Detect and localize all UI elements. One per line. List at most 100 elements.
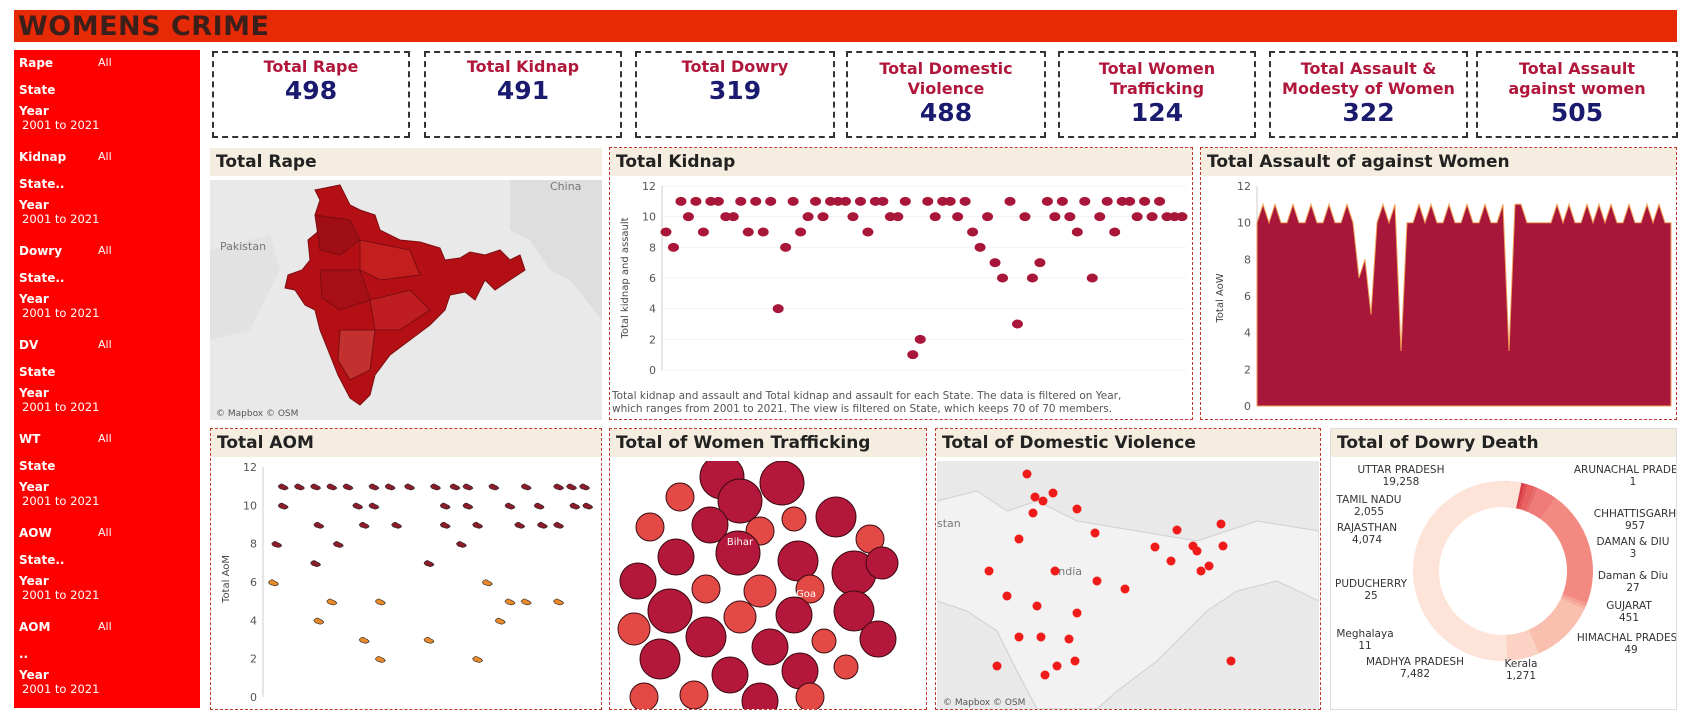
kidnap-point[interactable] — [787, 196, 799, 206]
kidnap-point[interactable] — [1086, 273, 1098, 283]
aom-mark[interactable] — [579, 483, 590, 491]
kidnap-point[interactable] — [1049, 212, 1061, 222]
kidnap-point[interactable] — [877, 196, 889, 206]
dowry-slice[interactable] — [1560, 596, 1586, 610]
aom-mark[interactable] — [404, 483, 415, 491]
dv-point[interactable] — [1014, 632, 1024, 642]
filter-year[interactable]: Year — [19, 480, 49, 494]
dv-point[interactable] — [1120, 584, 1130, 594]
kidnap-point[interactable] — [847, 212, 859, 222]
wt-bubble[interactable] — [617, 612, 651, 646]
kidnap-point[interactable] — [967, 227, 979, 237]
aom-mark[interactable] — [375, 598, 386, 606]
aom-mark[interactable] — [533, 502, 545, 510]
kidnap-point[interactable] — [952, 212, 964, 222]
kidnap-chart[interactable]: 0 2 4 6 8 10 12 Total kidnap and assault — [610, 178, 1190, 388]
kidnap-point[interactable] — [1124, 196, 1136, 206]
kidnap-point[interactable] — [892, 212, 904, 222]
wt-bubble[interactable] — [865, 546, 899, 580]
kidnap-point[interactable] — [817, 212, 829, 222]
wt-bubble[interactable] — [723, 600, 757, 634]
kidnap-point[interactable] — [1079, 196, 1091, 206]
kidnap-point[interactable] — [1004, 196, 1016, 206]
aom-mark[interactable] — [514, 521, 526, 529]
filter-year[interactable]: Year — [19, 668, 49, 682]
kidnap-point[interactable] — [660, 227, 672, 237]
kidnap-point[interactable] — [750, 196, 762, 206]
dv-point[interactable] — [1032, 601, 1042, 611]
wt-bubble[interactable] — [629, 682, 659, 709]
aom-mark[interactable] — [423, 636, 435, 644]
filter-all[interactable]: All — [98, 244, 112, 257]
aom-mark[interactable] — [326, 483, 338, 491]
kidnap-point[interactable] — [1109, 227, 1121, 237]
dv-point[interactable] — [1022, 469, 1032, 479]
kidnap-point[interactable] — [862, 227, 874, 237]
aom-mark[interactable] — [488, 483, 500, 491]
aom-mark[interactable] — [391, 521, 402, 529]
dv-point[interactable] — [1092, 576, 1102, 586]
filter-all[interactable]: All — [98, 432, 112, 445]
wt-bubble[interactable] — [741, 682, 779, 709]
filter-range[interactable]: 2001 to 2021 — [22, 494, 100, 508]
aom-mark[interactable] — [368, 502, 380, 510]
wt-bubble[interactable] — [715, 530, 761, 576]
kidnap-point[interactable] — [780, 242, 792, 252]
kidnap-point[interactable] — [735, 196, 747, 206]
dowry-slice[interactable] — [1540, 497, 1593, 604]
wt-bubble[interactable] — [619, 562, 657, 600]
wt-bubble[interactable] — [639, 638, 681, 680]
aom-mark[interactable] — [310, 560, 321, 567]
kidnap-point[interactable] — [682, 212, 694, 222]
dv-point[interactable] — [1050, 566, 1060, 576]
dv-point[interactable] — [1226, 656, 1236, 666]
aom-mark[interactable] — [368, 483, 380, 491]
kidnap-point[interactable] — [1094, 212, 1106, 222]
aom-mark[interactable] — [449, 483, 461, 491]
kidnap-point[interactable] — [1056, 196, 1068, 206]
kidnap-point[interactable] — [854, 196, 866, 206]
kidnap-point[interactable] — [727, 212, 739, 222]
dv-point[interactable] — [1052, 661, 1062, 671]
dv-point[interactable] — [1192, 546, 1202, 556]
dv-point[interactable] — [1002, 591, 1012, 601]
filter-name[interactable]: Kidnap — [19, 150, 67, 164]
filter-all[interactable]: All — [98, 338, 112, 351]
dv-point[interactable] — [1048, 488, 1058, 498]
aom-mark[interactable] — [430, 483, 441, 491]
dv-point[interactable] — [1038, 496, 1048, 506]
kidnap-point[interactable] — [914, 334, 926, 344]
kidnap-point[interactable] — [765, 196, 777, 206]
aom-mark[interactable] — [462, 483, 474, 491]
kidnap-point[interactable] — [922, 196, 934, 206]
kidnap-point[interactable] — [907, 350, 919, 360]
dv-point[interactable] — [1072, 608, 1082, 618]
kidnap-point[interactable] — [1034, 258, 1046, 268]
dowry-slice[interactable] — [1518, 483, 1529, 510]
aow-area[interactable] — [1256, 202, 1672, 407]
dv-point[interactable] — [1196, 566, 1206, 576]
kidnap-point[interactable] — [1071, 227, 1083, 237]
rape-map[interactable]: China Pakistan © Mapbox © OSM — [210, 180, 602, 420]
filter-state[interactable]: State.. — [19, 553, 65, 567]
aom-mark[interactable] — [481, 579, 493, 587]
kidnap-point[interactable] — [1176, 212, 1188, 222]
aom-mark[interactable] — [520, 483, 532, 491]
aom-mark[interactable] — [569, 502, 581, 510]
kidnap-point[interactable] — [1154, 196, 1166, 206]
aom-mark[interactable] — [313, 521, 325, 529]
kidnap-point[interactable] — [757, 227, 769, 237]
aom-mark[interactable] — [553, 521, 564, 529]
filter-year[interactable]: Year — [19, 386, 49, 400]
wt-bubble[interactable] — [691, 574, 721, 604]
wt-bubble[interactable] — [657, 538, 695, 576]
wt-bubble[interactable] — [743, 574, 777, 608]
filter-state[interactable]: State.. — [19, 271, 65, 285]
aom-mark[interactable] — [520, 598, 532, 606]
filter-name[interactable]: Rape — [19, 56, 54, 70]
aom-mark[interactable] — [462, 502, 474, 510]
kidnap-point[interactable] — [1041, 196, 1053, 206]
filter-name[interactable]: AOW — [19, 526, 52, 540]
wt-bubble[interactable] — [795, 682, 825, 709]
